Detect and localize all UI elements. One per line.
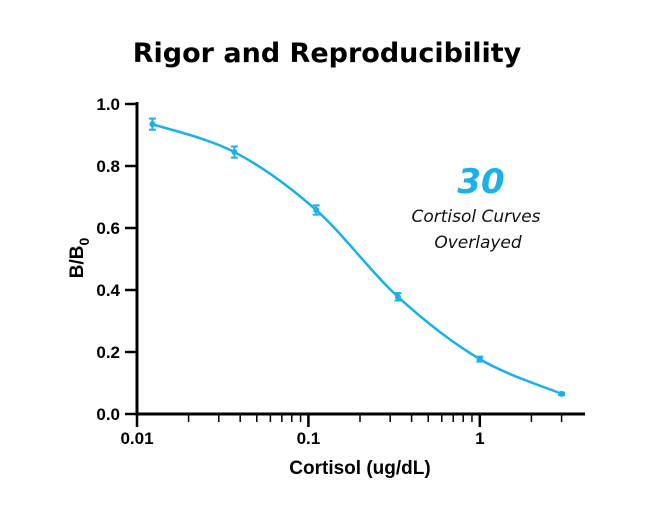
data-point — [312, 204, 320, 216]
annotation-line-2: Overlayed — [434, 233, 522, 253]
series-group — [148, 117, 566, 397]
y-tick-label: 0.4 — [96, 281, 120, 300]
x-axis-label: Cortisol (ug/dL) — [289, 458, 430, 479]
point-marker — [394, 293, 401, 300]
point-marker — [313, 207, 320, 214]
y-tick-label: 0.6 — [96, 219, 120, 238]
point-marker — [149, 121, 156, 128]
x-tick-label: 0.01 — [120, 429, 153, 448]
y-tick-label: 0.8 — [96, 157, 120, 176]
y-axis-label-main: B/B — [67, 246, 88, 279]
annotation-line-1: Cortisol Curves — [411, 207, 540, 227]
x-tick-label: 1 — [475, 429, 484, 448]
annotation-number: 30 — [457, 162, 504, 202]
chart-title: Rigor and Reproducibility — [133, 38, 522, 69]
y-axis-label-subscript: 0 — [76, 238, 92, 246]
data-point — [476, 355, 484, 363]
data-point — [394, 292, 402, 302]
data-point — [148, 117, 156, 131]
point-marker — [231, 149, 238, 156]
x-tick-label: 0.1 — [297, 429, 321, 448]
x-ticks: 0.01 0.1 1 — [120, 414, 563, 448]
data-point — [558, 390, 566, 397]
y-tick-label: 0.2 — [96, 343, 120, 362]
point-marker — [476, 356, 483, 363]
y-axis-label: B/B0 — [67, 238, 92, 279]
y-ticks: 0.0 0.2 0.4 0.6 0.8 1.0 — [96, 95, 137, 424]
series-line — [152, 122, 563, 396]
data-point — [230, 145, 238, 159]
y-tick-label: 0.0 — [96, 405, 120, 424]
y-tick-label: 1.0 — [96, 95, 120, 114]
point-marker — [558, 390, 565, 397]
